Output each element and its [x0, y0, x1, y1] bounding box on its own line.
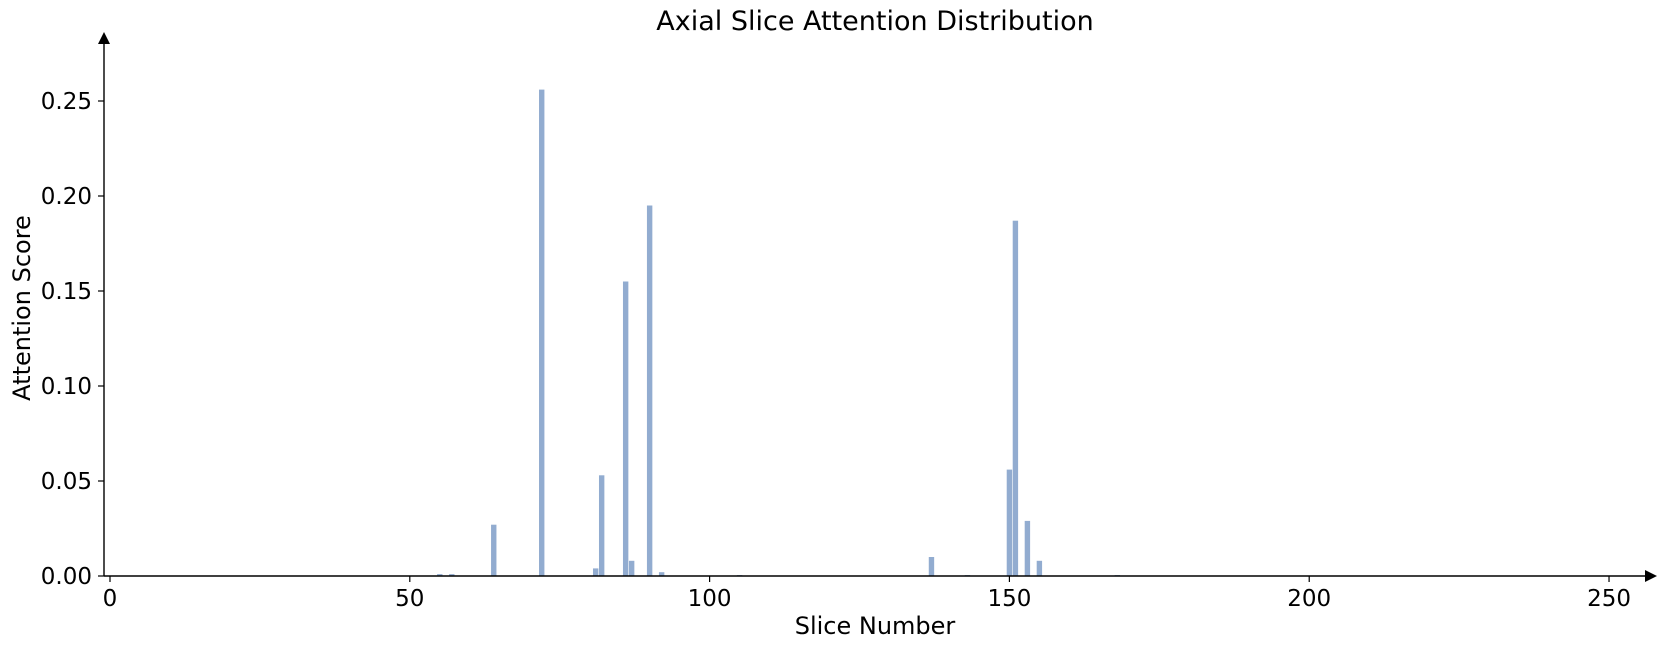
- y-tick-label: 0.15: [41, 279, 92, 305]
- x-ticks: 0 50 100 150 200 250: [103, 576, 1631, 612]
- bar-slice-64: [491, 524, 497, 576]
- y-tick-label: 0.00: [41, 564, 92, 590]
- bar-slice-137: [928, 557, 935, 576]
- bar-slice-150: [1006, 469, 1013, 576]
- bar-slice-92: [658, 572, 665, 576]
- x-tick-label: 100: [688, 586, 732, 612]
- y-axis-title: Attention Score: [8, 215, 36, 401]
- bar-slice-90: [646, 205, 653, 576]
- x-tick-label: 50: [395, 586, 424, 612]
- y-tick-label: 0.05: [41, 469, 92, 495]
- bar-slice-153: [1024, 520, 1031, 576]
- bar-slice-87: [628, 560, 635, 576]
- y-tick-label: 0.20: [41, 184, 92, 210]
- bar-slice-86: [622, 281, 629, 576]
- bars-group: [437, 89, 1121, 576]
- x-axis-title: Slice Number: [795, 612, 956, 640]
- x-axis-arrow-icon: [1645, 570, 1657, 582]
- bar-slice-72: [539, 89, 545, 576]
- bar-slice-57: [449, 574, 455, 576]
- bar-slice-151: [1012, 220, 1019, 576]
- y-tick-label: 0.25: [41, 89, 92, 115]
- y-tick-label: 0.10: [41, 374, 92, 400]
- x-tick-label: 150: [987, 586, 1031, 612]
- bar-slice-55: [437, 574, 443, 576]
- bar-slice-82: [598, 475, 605, 576]
- y-ticks: 0.00 0.05 0.10 0.15 0.20 0.25: [41, 89, 104, 590]
- bar-slice-81: [592, 568, 599, 576]
- x-tick-label: 200: [1287, 586, 1331, 612]
- chart-title: Axial Slice Attention Distribution: [656, 6, 1093, 37]
- x-tick-label: 250: [1587, 586, 1631, 612]
- y-axis-arrow-icon: [98, 32, 110, 44]
- bar-slice-155: [1036, 560, 1043, 576]
- x-tick-label: 0: [103, 586, 118, 612]
